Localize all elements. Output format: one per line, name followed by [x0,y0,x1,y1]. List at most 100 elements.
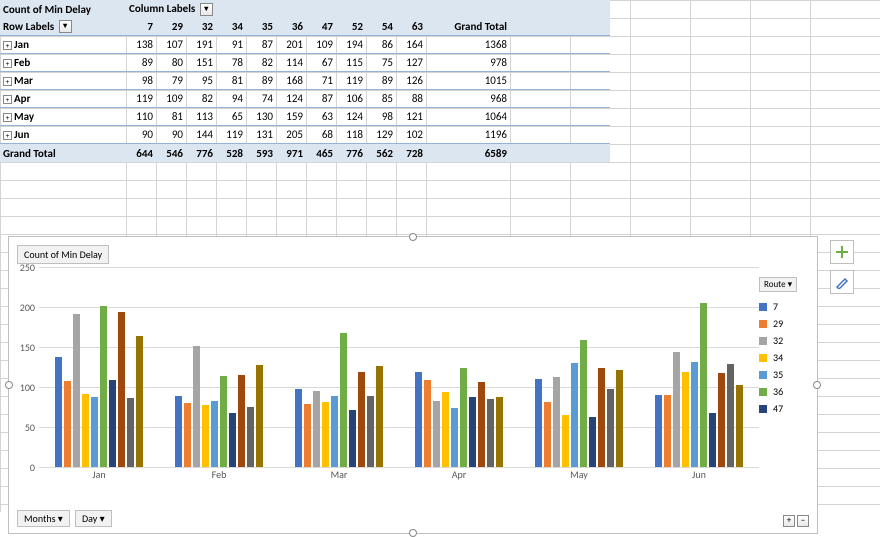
chart-bar[interactable] [607,389,614,467]
expand-icon[interactable]: + [3,113,12,122]
chart-bar[interactable] [340,333,347,467]
chart-bar[interactable] [571,363,578,467]
chart-bar[interactable] [118,312,125,467]
chart-bar[interactable] [580,340,587,467]
chart-bar[interactable] [184,403,191,467]
chart-bar[interactable] [367,396,374,467]
chart-bar[interactable] [202,405,209,467]
chart-bar[interactable] [82,394,89,467]
chart-bar[interactable] [229,413,236,467]
chart-bar[interactable] [136,336,143,467]
legend-item[interactable]: 32 [759,334,809,347]
chart-bar[interactable] [460,368,467,467]
expand-icon[interactable]: + [3,77,12,86]
chart-bar[interactable] [313,391,320,467]
chart-bar[interactable] [193,346,200,467]
col-header: 54 [366,20,396,33]
chart-bar[interactable] [349,410,356,467]
chart-bar[interactable] [478,382,485,467]
chart-bar[interactable] [535,379,542,467]
chart-bar[interactable] [424,380,431,467]
chart-bar[interactable] [376,366,383,467]
chart-bar[interactable] [55,357,62,467]
legend-item[interactable]: 36 [759,385,809,398]
row-label[interactable]: +Jun [0,128,126,141]
chart-bar[interactable] [220,376,227,467]
chart-bar[interactable] [64,381,71,467]
chart-elements-button[interactable] [830,240,854,264]
chart-bar[interactable] [175,396,182,467]
chart-bar[interactable] [304,404,311,467]
chart-bar[interactable] [544,402,551,467]
pivot-cell: 127 [396,56,426,69]
row-label[interactable]: +Mar [0,74,126,87]
axis-field-months[interactable]: Months ▾ [17,510,70,527]
row-label[interactable]: +Jan [0,38,126,51]
expand-button[interactable]: + [783,515,795,527]
chart-bar[interactable] [91,397,98,467]
chart-bar[interactable] [415,372,422,467]
expand-icon[interactable]: + [3,131,12,140]
chart-bar[interactable] [727,364,734,467]
pivot-cell: 131 [246,128,276,141]
chart-bar[interactable] [673,352,680,467]
legend-item[interactable]: 34 [759,351,809,364]
chart-bar[interactable] [553,377,560,467]
row-filter-icon[interactable]: ▾ [59,20,72,33]
chart-bar[interactable] [709,413,716,467]
chart-bar[interactable] [127,398,134,467]
chart-bar[interactable] [700,303,707,467]
expand-icon[interactable]: + [3,59,12,68]
chart-bar[interactable] [451,408,458,467]
collapse-button[interactable]: − [797,515,809,527]
pivot-cell: 95 [186,74,216,87]
column-labels-cell[interactable]: Column Labels ▾ [126,2,226,16]
chart-bar[interactable] [469,397,476,467]
chart-bar[interactable] [358,372,365,467]
chart-bar[interactable] [433,401,440,467]
col-header: 34 [216,20,246,33]
axis-field-day[interactable]: Day ▾ [75,510,112,527]
chart-bar[interactable] [256,365,263,467]
legend-field-button[interactable]: Route ▾ [759,277,797,292]
legend-item[interactable]: 7 [759,300,809,313]
chart-bar[interactable] [691,362,698,467]
expand-icon[interactable]: + [3,95,12,104]
chart-styles-button[interactable] [830,270,854,294]
chart-bar[interactable] [109,380,116,467]
chart-bar[interactable] [562,415,569,467]
chart-bar[interactable] [331,396,338,467]
pivot-cell: 81 [156,110,186,123]
chart-bar[interactable] [295,389,302,467]
column-filter-icon[interactable]: ▾ [200,3,213,16]
row-label[interactable]: +Feb [0,56,126,69]
chart-bar[interactable] [664,395,671,467]
chart-bar[interactable] [487,399,494,467]
chart-bar[interactable] [100,306,107,467]
chart-bar[interactable] [598,368,605,467]
chart-bar[interactable] [211,401,218,467]
legend-item[interactable]: 35 [759,368,809,381]
pivot-chart[interactable]: Count of Min Delay 050100150200250 JanFe… [8,236,818,534]
chart-bar[interactable] [682,372,689,467]
chart-bar[interactable] [73,314,80,467]
chart-bar[interactable] [247,407,254,467]
chart-bar[interactable] [322,402,329,467]
chart-bar[interactable] [616,370,623,467]
row-total: 1196 [426,128,510,141]
chart-bar[interactable] [736,385,743,467]
pivot-cell: 63 [306,110,336,123]
legend-item[interactable]: 29 [759,317,809,330]
chart-bar[interactable] [496,397,503,467]
row-labels-cell[interactable]: Row Labels ▾ [0,20,126,34]
legend-item[interactable]: 47 [759,402,809,415]
row-label[interactable]: +Apr [0,92,126,105]
legend-swatch [759,337,767,345]
row-label[interactable]: +May [0,110,126,123]
chart-bar[interactable] [238,375,245,467]
expand-icon[interactable]: + [3,41,12,50]
chart-bar[interactable] [655,395,662,467]
chart-bar[interactable] [718,373,725,467]
chart-bar[interactable] [442,392,449,467]
chart-bar[interactable] [589,417,596,467]
